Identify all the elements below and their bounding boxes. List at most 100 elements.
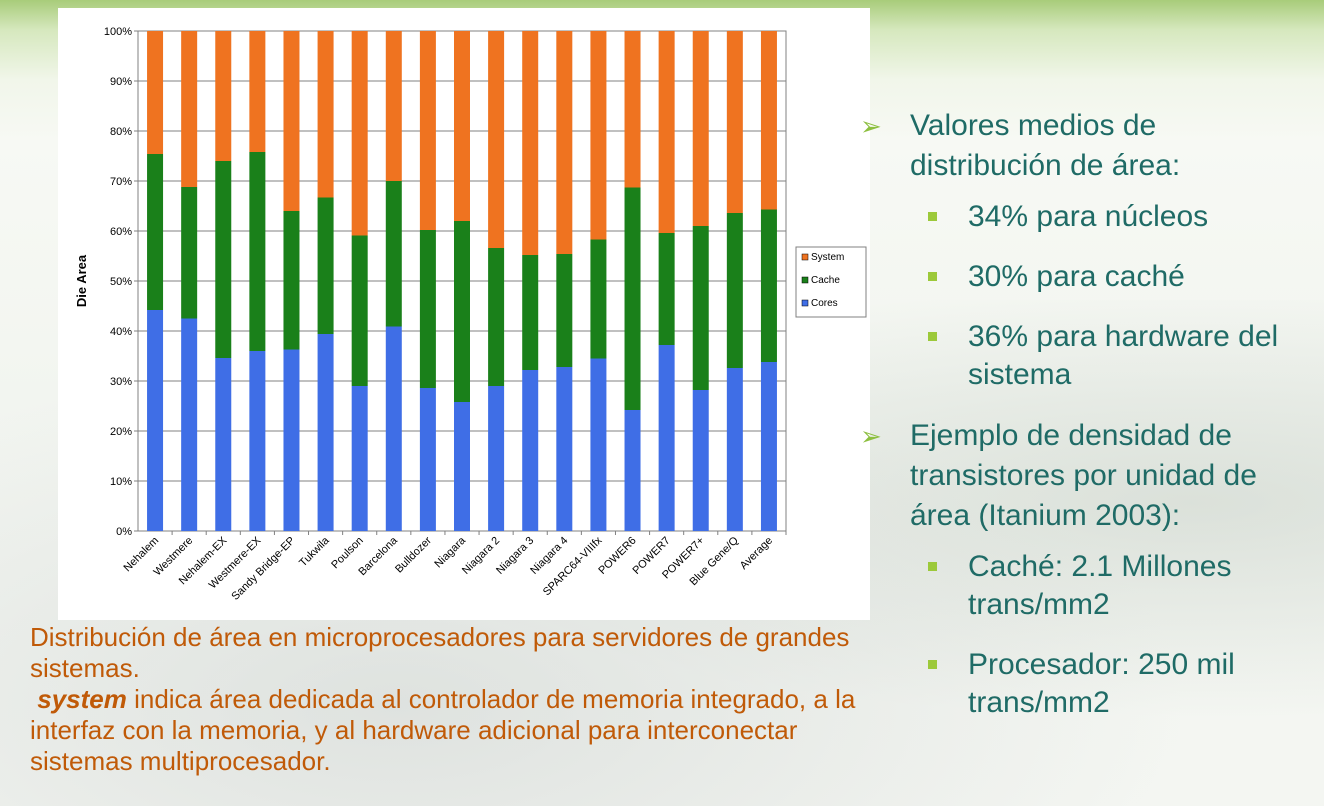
square-bullet-icon xyxy=(928,212,937,221)
caption-line-2: system indica área dedicada al controlad… xyxy=(30,684,860,777)
bar-segment-cores xyxy=(624,410,641,531)
bar-segment-system xyxy=(760,31,777,210)
x-tick-label: Bulldozer xyxy=(393,534,434,575)
bullet-average-distribution: ➢ Valores medios de distribución de área… xyxy=(860,106,1310,186)
bar-segment-system xyxy=(249,31,266,152)
bar-segment-system xyxy=(351,31,368,236)
bar-segment-system xyxy=(658,31,675,233)
bar-segment-cores xyxy=(147,310,164,531)
bar-segment-system xyxy=(556,31,573,254)
bar-segment-cores xyxy=(590,358,607,531)
bar-segment-system xyxy=(726,31,743,213)
x-tick-label: Sandy Bridge-EP xyxy=(229,535,297,603)
legend-label: System xyxy=(811,252,844,263)
sub-bullet-text: 36% para hardware del sistema xyxy=(968,320,1279,391)
bullet-text: Ejemplo de densidad de transistores por … xyxy=(910,419,1257,532)
bar-segment-system xyxy=(283,31,300,211)
bar-segment-cache xyxy=(726,213,743,368)
y-tick-label: 70% xyxy=(110,176,132,188)
bullet-text: Valores medios de distribución de área: xyxy=(910,109,1181,182)
sub-bullet-text: Procesador: 250 mil trans/mm2 xyxy=(968,648,1235,719)
bar-segment-cores xyxy=(249,351,266,531)
sub-bullet-text: Caché: 2.1 Millones trans/mm2 xyxy=(968,550,1232,621)
bar-segment-cache xyxy=(488,248,505,386)
bar-segment-cache xyxy=(760,209,777,362)
bar-segment-cores xyxy=(215,358,232,531)
bar-segment-cores xyxy=(692,390,709,531)
bar-segment-cores xyxy=(454,402,470,531)
y-tick-label: 50% xyxy=(110,276,132,288)
bar-segment-cores xyxy=(317,334,334,531)
bar-segment-cache xyxy=(317,197,334,334)
bar-segment-cores xyxy=(522,370,539,531)
sub-bullet-cache-density: Caché: 2.1 Millones trans/mm2 xyxy=(860,548,1310,624)
bar-segment-system xyxy=(385,31,402,181)
caption-keyword: system xyxy=(37,684,127,714)
x-tick-label: Average xyxy=(738,535,775,572)
bar-segment-system xyxy=(624,31,641,188)
y-tick-label: 80% xyxy=(110,126,132,138)
bar-segment-cache xyxy=(454,221,470,402)
bar-segment-system xyxy=(590,31,607,240)
bar-segment-cache xyxy=(419,230,436,388)
legend-swatch xyxy=(801,276,809,284)
bar-segment-cache xyxy=(658,233,675,345)
arrow-bullet-icon: ➢ xyxy=(860,111,882,141)
sub-bullet-text: 34% para núcleos xyxy=(968,200,1209,233)
sub-bullet-system: 36% para hardware del sistema xyxy=(860,318,1310,394)
bar-segment-system xyxy=(317,31,334,198)
arrow-bullet-icon: ➢ xyxy=(860,421,882,451)
y-tick-label: 60% xyxy=(110,226,132,238)
sub-bullet-text: 30% para caché xyxy=(968,260,1185,293)
bar-segment-system xyxy=(454,31,470,221)
bar-segment-cores xyxy=(488,386,505,531)
bar-segment-cores xyxy=(385,326,402,531)
legend-swatch xyxy=(801,253,809,261)
square-bullet-icon xyxy=(928,562,937,571)
y-tick-label: 100% xyxy=(104,26,132,38)
bar-segment-cores xyxy=(351,386,368,531)
bar-segment-system xyxy=(522,31,539,255)
bar-segment-cache xyxy=(385,181,402,327)
square-bullet-icon xyxy=(928,272,937,281)
bar-segment-cores xyxy=(419,388,436,531)
bar-segment-cache xyxy=(215,161,232,358)
bar-segment-cache xyxy=(283,211,300,350)
bar-segment-cache xyxy=(249,152,266,351)
legend-swatch xyxy=(801,299,809,307)
chart-panel: 0% 10% 20% 30% 40% 50% 60% 70% 80% 90% 100% Die Are… xyxy=(58,8,870,620)
caption-line-1: Distribución de área en microprocesadore… xyxy=(30,622,850,683)
bullet-list: ➢ Valores medios de distribución de área… xyxy=(860,106,1310,744)
bar-segment-cache xyxy=(522,255,539,370)
y-tick-label: 0% xyxy=(116,526,132,538)
x-tick-label: Tukwila xyxy=(297,534,332,569)
bar-segment-cache xyxy=(624,187,641,410)
bar-segment-cores xyxy=(760,362,777,531)
sub-bullet-processor-density: Procesador: 250 mil trans/mm2 xyxy=(860,646,1310,722)
chart-caption: Distribución de área en microprocesadore… xyxy=(30,622,860,777)
bar-segment-cores xyxy=(658,345,675,531)
caption-line-2-text: indica área dedicada al controlador de m… xyxy=(30,684,856,776)
y-tick-label: 90% xyxy=(110,76,132,88)
sub-bullet-cores: 34% para núcleos xyxy=(860,198,1310,236)
bar-segment-system xyxy=(692,31,709,226)
bar-segment-cache xyxy=(351,235,368,386)
bar-segment-system xyxy=(181,31,198,187)
bar-segment-system xyxy=(488,31,505,248)
square-bullet-icon xyxy=(928,660,937,669)
bullet-transistor-density: ➢ Ejemplo de densidad de transistores po… xyxy=(860,416,1310,536)
bar-segment-system xyxy=(419,31,436,230)
bar-segment-cores xyxy=(181,318,198,531)
bar-segment-cache xyxy=(556,254,573,367)
x-tick-label: SPARC64-VIIIfx xyxy=(541,534,605,598)
bar-segment-cache xyxy=(181,187,198,319)
bar-segment-cache xyxy=(590,239,607,359)
bar-segment-cache xyxy=(147,154,164,310)
bar-segment-system xyxy=(147,31,164,154)
y-tick-label: 30% xyxy=(110,376,132,388)
y-tick-label: 10% xyxy=(110,476,132,488)
bar-segment-cores xyxy=(726,368,743,531)
sub-bullet-cache: 30% para caché xyxy=(860,258,1310,296)
legend-label: Cores xyxy=(811,298,838,309)
y-tick-label: 20% xyxy=(110,426,132,438)
